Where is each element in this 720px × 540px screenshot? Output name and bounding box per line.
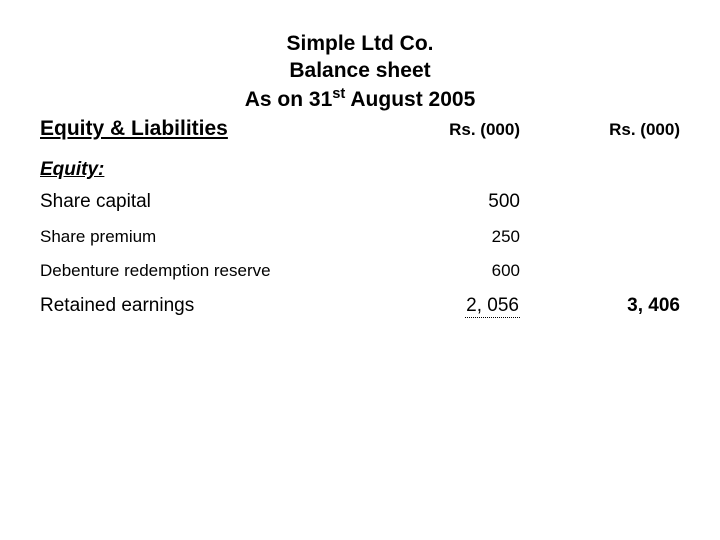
column-header-2: Rs. (000) [520,120,680,140]
company-name: Simple Ltd Co. [130,30,590,57]
as-on-date: As on 31st August 2005 [130,85,590,113]
row-value: 600 [380,261,520,281]
row-value: 2, 056 [380,295,520,318]
section-title: Equity & Liabilities [40,117,380,141]
row-value: 250 [380,227,520,247]
row-value: 500 [380,191,520,213]
row-label: Retained earnings [40,295,380,317]
row-label: Share capital [40,191,380,213]
column-header-1: Rs. (000) [380,120,520,140]
equity-heading: Equity: [40,159,680,181]
doc-title: Balance sheet [130,57,590,84]
equity-total: 3, 406 [520,295,680,317]
row-label: Debenture redemption reserve [40,261,380,281]
row-label: Share premium [40,227,380,247]
